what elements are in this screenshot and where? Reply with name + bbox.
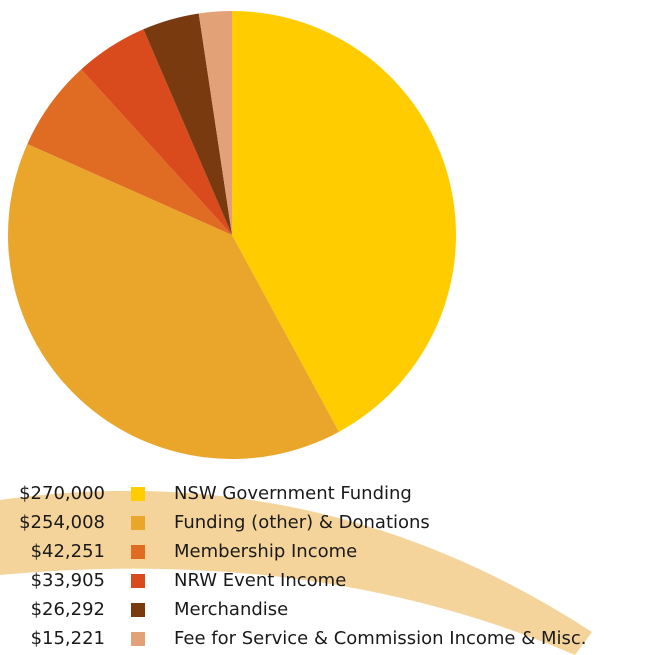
legend-label: Fee for Service & Commission Income & Mi… <box>174 628 587 649</box>
pie-slice <box>27 69 232 235</box>
pie-slice <box>81 29 232 235</box>
legend-value: $42,251 <box>31 541 105 562</box>
legend-value: $33,905 <box>31 570 105 591</box>
pie-slice <box>198 11 232 235</box>
legend-swatch <box>131 545 145 559</box>
legend-label: Membership Income <box>174 541 357 562</box>
legend-label: Merchandise <box>174 599 288 620</box>
legend-label: Funding (other) & Donations <box>174 512 430 533</box>
legend-swatch <box>131 632 145 646</box>
legend-swatch <box>131 516 145 530</box>
pie <box>8 11 456 459</box>
pie-slice <box>232 11 456 432</box>
legend-value: $15,221 <box>31 628 105 649</box>
legend-swatch <box>131 574 145 588</box>
legend-value: $26,292 <box>31 599 105 620</box>
legend-value: $254,008 <box>19 512 105 533</box>
background-swoosh <box>0 490 592 655</box>
legend-label: NSW Government Funding <box>174 483 412 504</box>
legend-value: $270,000 <box>19 483 105 504</box>
pie-slice <box>143 13 232 235</box>
legend-swatch <box>131 603 145 617</box>
legend-swatch <box>131 487 145 501</box>
legend: $270,000 NSW Government Funding $254,008 Fu… <box>19 483 586 649</box>
pie-slice <box>8 143 339 459</box>
legend-label: NRW Event Income <box>174 570 346 591</box>
